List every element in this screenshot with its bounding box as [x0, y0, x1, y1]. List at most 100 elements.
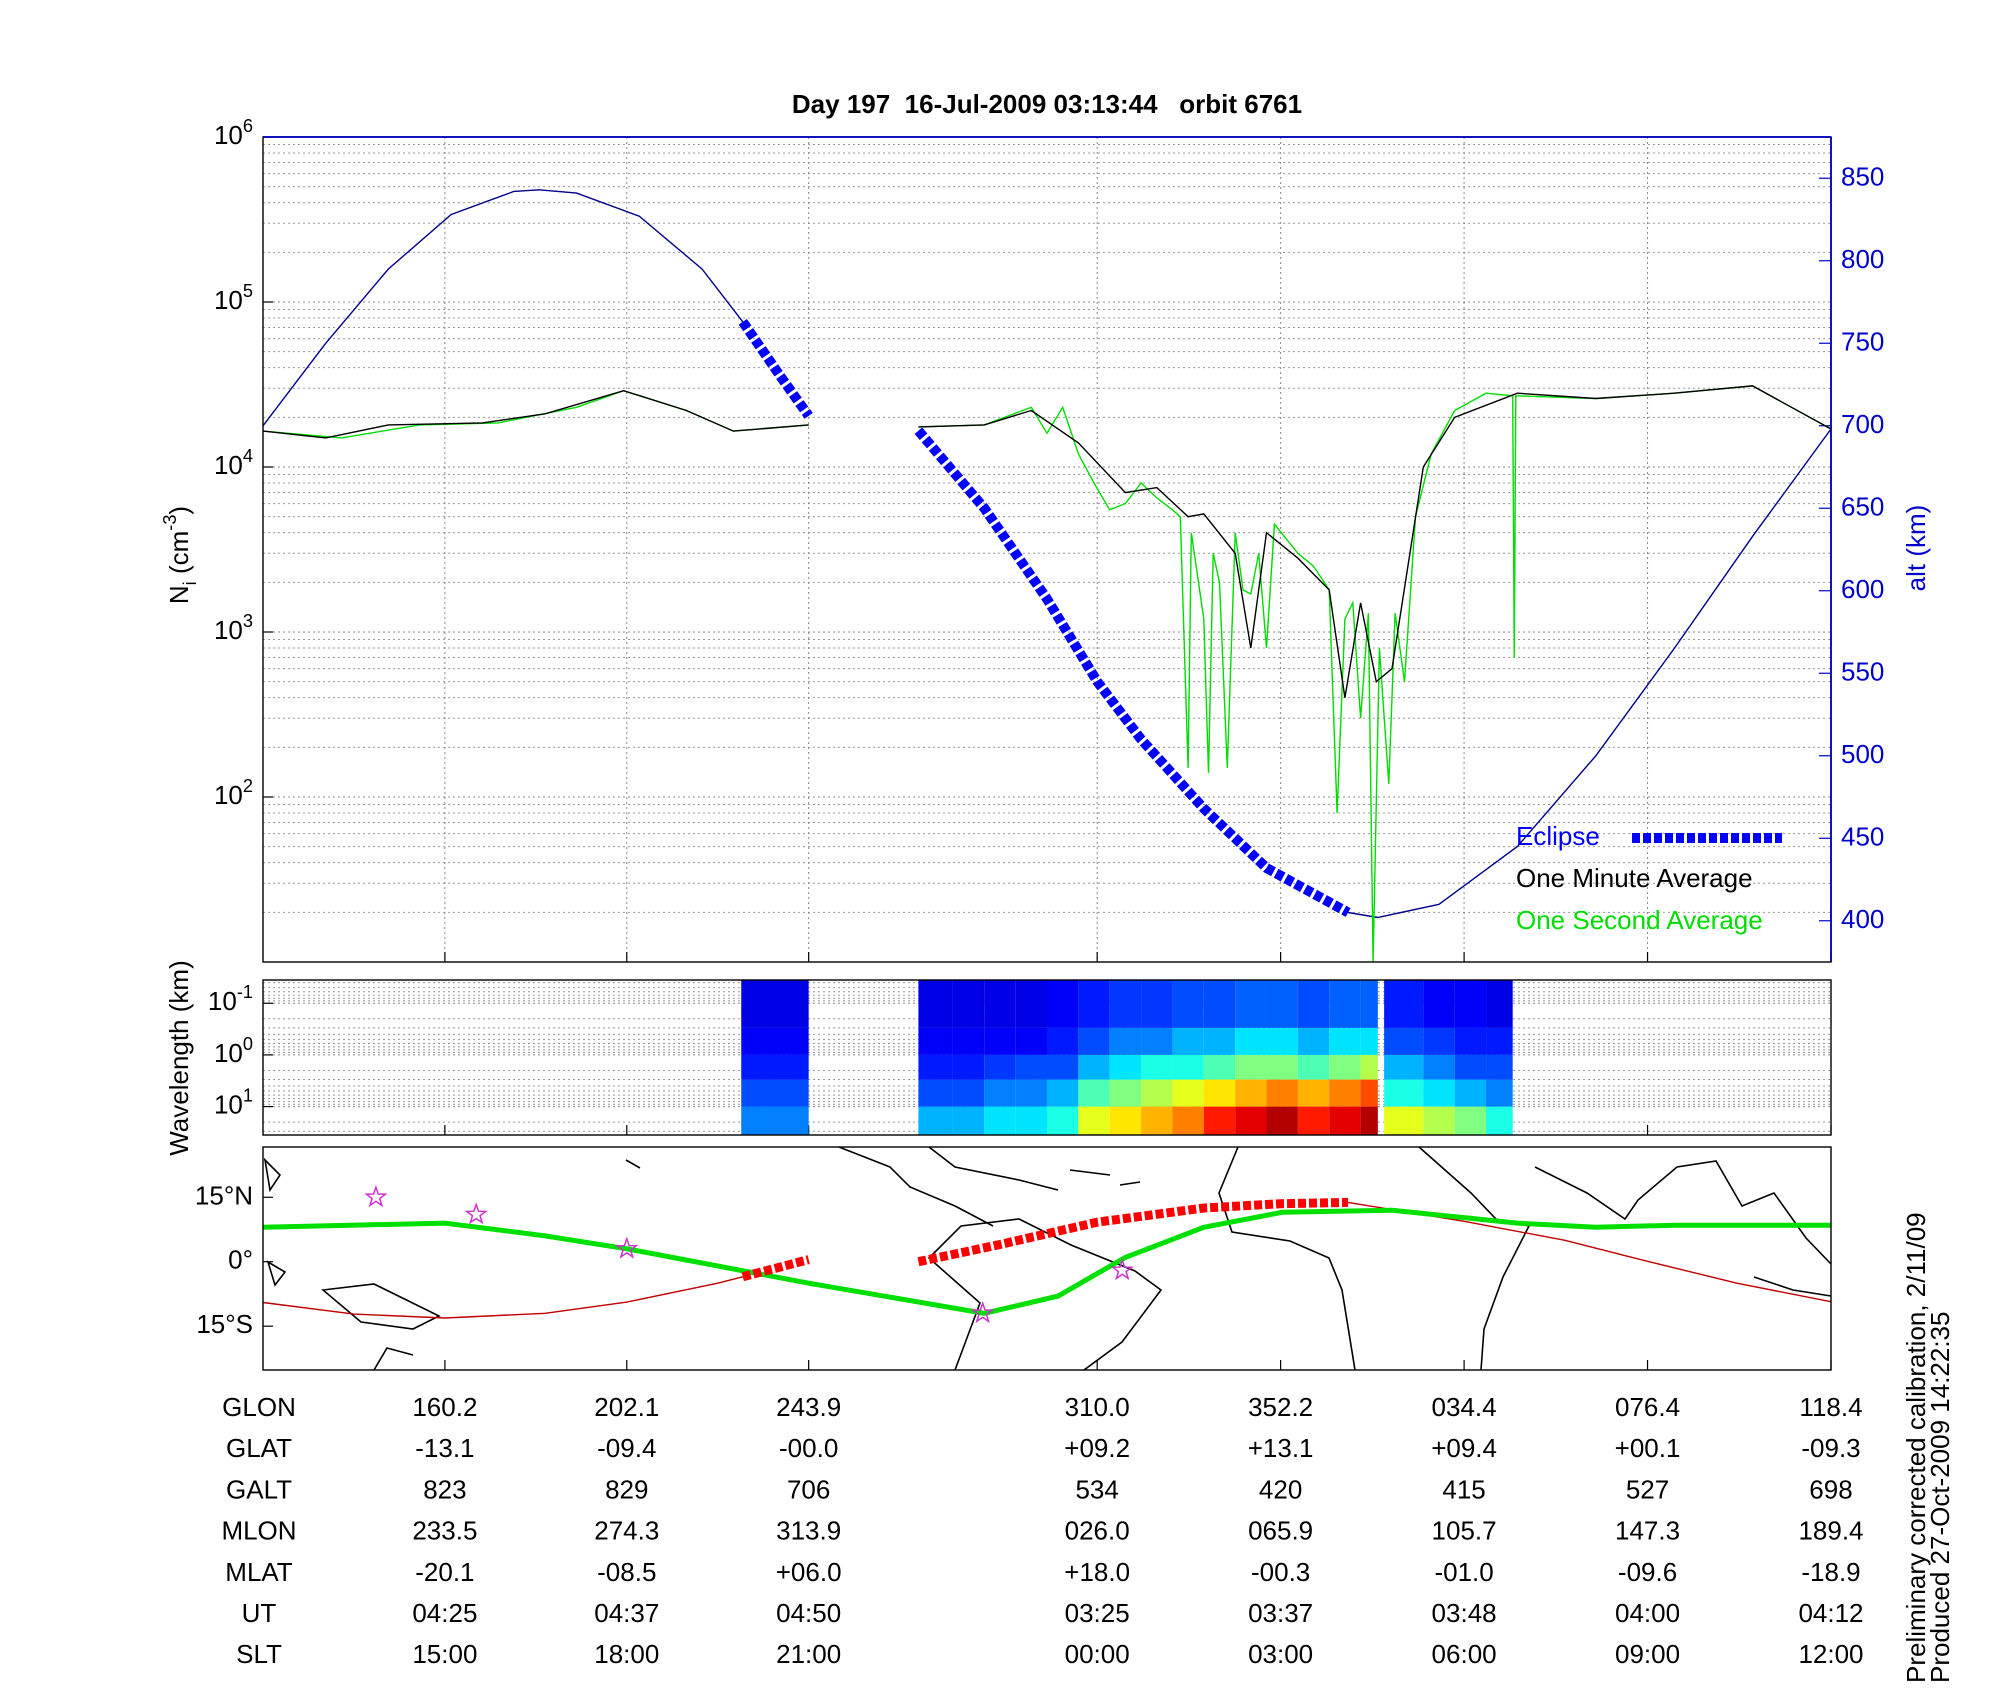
heatmap-cell — [1015, 1079, 1047, 1107]
table-cell: 105.7 — [1432, 1515, 1497, 1545]
heatmap-cell — [1384, 980, 1424, 1028]
text-run: 10 — [214, 450, 243, 480]
row-label: GLON — [222, 1392, 296, 1422]
row-label: SLT — [236, 1639, 282, 1669]
heatmap-cell — [1266, 1079, 1298, 1107]
text-run: 850 — [1841, 161, 1884, 191]
text-run: 534 — [1075, 1474, 1118, 1504]
chart-title: Day 197 16-Jul-2009 03:13:44 orbit 6761 — [792, 89, 1302, 119]
text-run: 750 — [1841, 326, 1884, 356]
text-run: SLT — [236, 1639, 282, 1669]
table-cell: -18.9 — [1801, 1557, 1860, 1587]
text-run: 03:00 — [1248, 1639, 1313, 1669]
heatmap-cell — [1109, 1079, 1142, 1107]
text-run: 233.5 — [412, 1515, 477, 1545]
table-cell: 04:50 — [776, 1598, 841, 1628]
table-cell: +06.0 — [776, 1557, 842, 1587]
text-run: 313.9 — [776, 1515, 841, 1545]
text-run: -01.0 — [1434, 1557, 1493, 1587]
text-run: 10 — [214, 615, 243, 645]
heatmap-cell — [1423, 1079, 1455, 1107]
y-axis-label: Ni (cm-3) — [160, 506, 200, 604]
text-run: 10 — [214, 1038, 243, 1068]
row-label: GALT — [226, 1474, 292, 1504]
heatmap-cell — [1486, 980, 1513, 1028]
heatmap-cell — [1384, 1079, 1424, 1107]
line — [262, 1201, 1832, 1319]
heatmap-cell — [1078, 1027, 1110, 1055]
heatmap-cell — [1047, 1079, 1079, 1107]
text-run: -18.9 — [1801, 1557, 1860, 1587]
heatmap-cell — [1454, 1106, 1487, 1135]
heatmap-cell — [1047, 1027, 1079, 1055]
heatmap-cell — [984, 980, 1016, 1028]
text-run: 10 — [214, 285, 243, 315]
text-run: GLAT — [226, 1433, 292, 1463]
heatmap-cell — [1454, 1054, 1487, 1080]
heatmap-cell — [1172, 1054, 1204, 1080]
heatmap-cell — [1172, 1106, 1204, 1135]
legend-label: Eclipse — [1516, 821, 1600, 851]
heatmap-cell — [1109, 980, 1142, 1028]
heatmap-cell — [918, 1106, 953, 1135]
heatmap-cell — [1141, 980, 1173, 1028]
table-cell: 04:25 — [412, 1598, 477, 1628]
text-run: 160.2 — [412, 1392, 477, 1422]
y-tick-label: 104 — [214, 446, 253, 480]
text-run: +06.0 — [776, 1557, 842, 1587]
text-run: 15°N — [195, 1180, 253, 1210]
table-cell: 829 — [605, 1474, 648, 1504]
text-run: 04:12 — [1798, 1598, 1863, 1628]
text-run: 034.4 — [1432, 1392, 1497, 1422]
heatmap-cell — [1486, 1027, 1513, 1055]
table-cell: 352.2 — [1248, 1392, 1313, 1422]
coastlines — [263, 1147, 1831, 1370]
heatmap-cell — [1297, 1079, 1330, 1107]
superscript: 1 — [243, 1085, 253, 1105]
y2-axis-label: alt (km) — [1901, 505, 1931, 592]
table-cell: 03:37 — [1248, 1598, 1313, 1628]
table-cell: 233.5 — [412, 1515, 477, 1545]
dashed-line — [738, 318, 1351, 917]
heatmap-cell — [1454, 1079, 1487, 1107]
heatmap-cell — [1384, 1027, 1424, 1055]
coastline — [263, 1157, 641, 1370]
heatmap-cell — [952, 1027, 985, 1055]
table-cell: +09.4 — [1431, 1433, 1497, 1463]
text-run: 243.9 — [776, 1392, 841, 1422]
superscript: 3 — [243, 611, 253, 631]
heatmap-cell — [1047, 980, 1079, 1028]
heatmap-cell — [984, 1079, 1016, 1107]
text-run: 500 — [1841, 739, 1884, 769]
text-run: +00.1 — [1615, 1433, 1681, 1463]
table-cell: -08.5 — [597, 1557, 656, 1587]
heatmap-cell — [1329, 1027, 1361, 1055]
text-run: 698 — [1809, 1474, 1852, 1504]
text-run: alt (km) — [1901, 505, 1931, 592]
superscript: 4 — [243, 446, 253, 466]
heatmap-cell — [1203, 1079, 1236, 1107]
heatmap-cell — [1015, 980, 1047, 1028]
row-label: MLAT — [225, 1557, 293, 1587]
y2-tick-label: 400 — [1841, 904, 1884, 934]
heatmap-cell — [1297, 1054, 1330, 1080]
row-label: GLAT — [226, 1433, 292, 1463]
text-run: Produced 27-Oct-2009 14:22:35 — [1925, 1312, 1955, 1683]
y-tick-label: 106 — [214, 116, 253, 150]
text-run: 00:00 — [1065, 1639, 1130, 1669]
heatmap-cell — [1047, 1054, 1079, 1080]
superscript: 5 — [243, 281, 253, 301]
heatmap-cell — [741, 1106, 809, 1135]
text-run: 18:00 — [594, 1639, 659, 1669]
heatmap-cell — [1454, 980, 1487, 1028]
heatmap-cell — [1360, 1106, 1378, 1135]
heatmap-cell — [1423, 980, 1455, 1028]
text-run: -08.5 — [597, 1557, 656, 1587]
heatmap-cell — [1329, 1079, 1361, 1107]
heatmap-cell — [1172, 980, 1204, 1028]
text-run: MLON — [221, 1515, 296, 1545]
heatmap-cell — [1109, 1106, 1142, 1135]
text-run: 600 — [1841, 574, 1884, 604]
heatmap-cell — [741, 1054, 809, 1080]
text-run: ) — [164, 506, 194, 515]
